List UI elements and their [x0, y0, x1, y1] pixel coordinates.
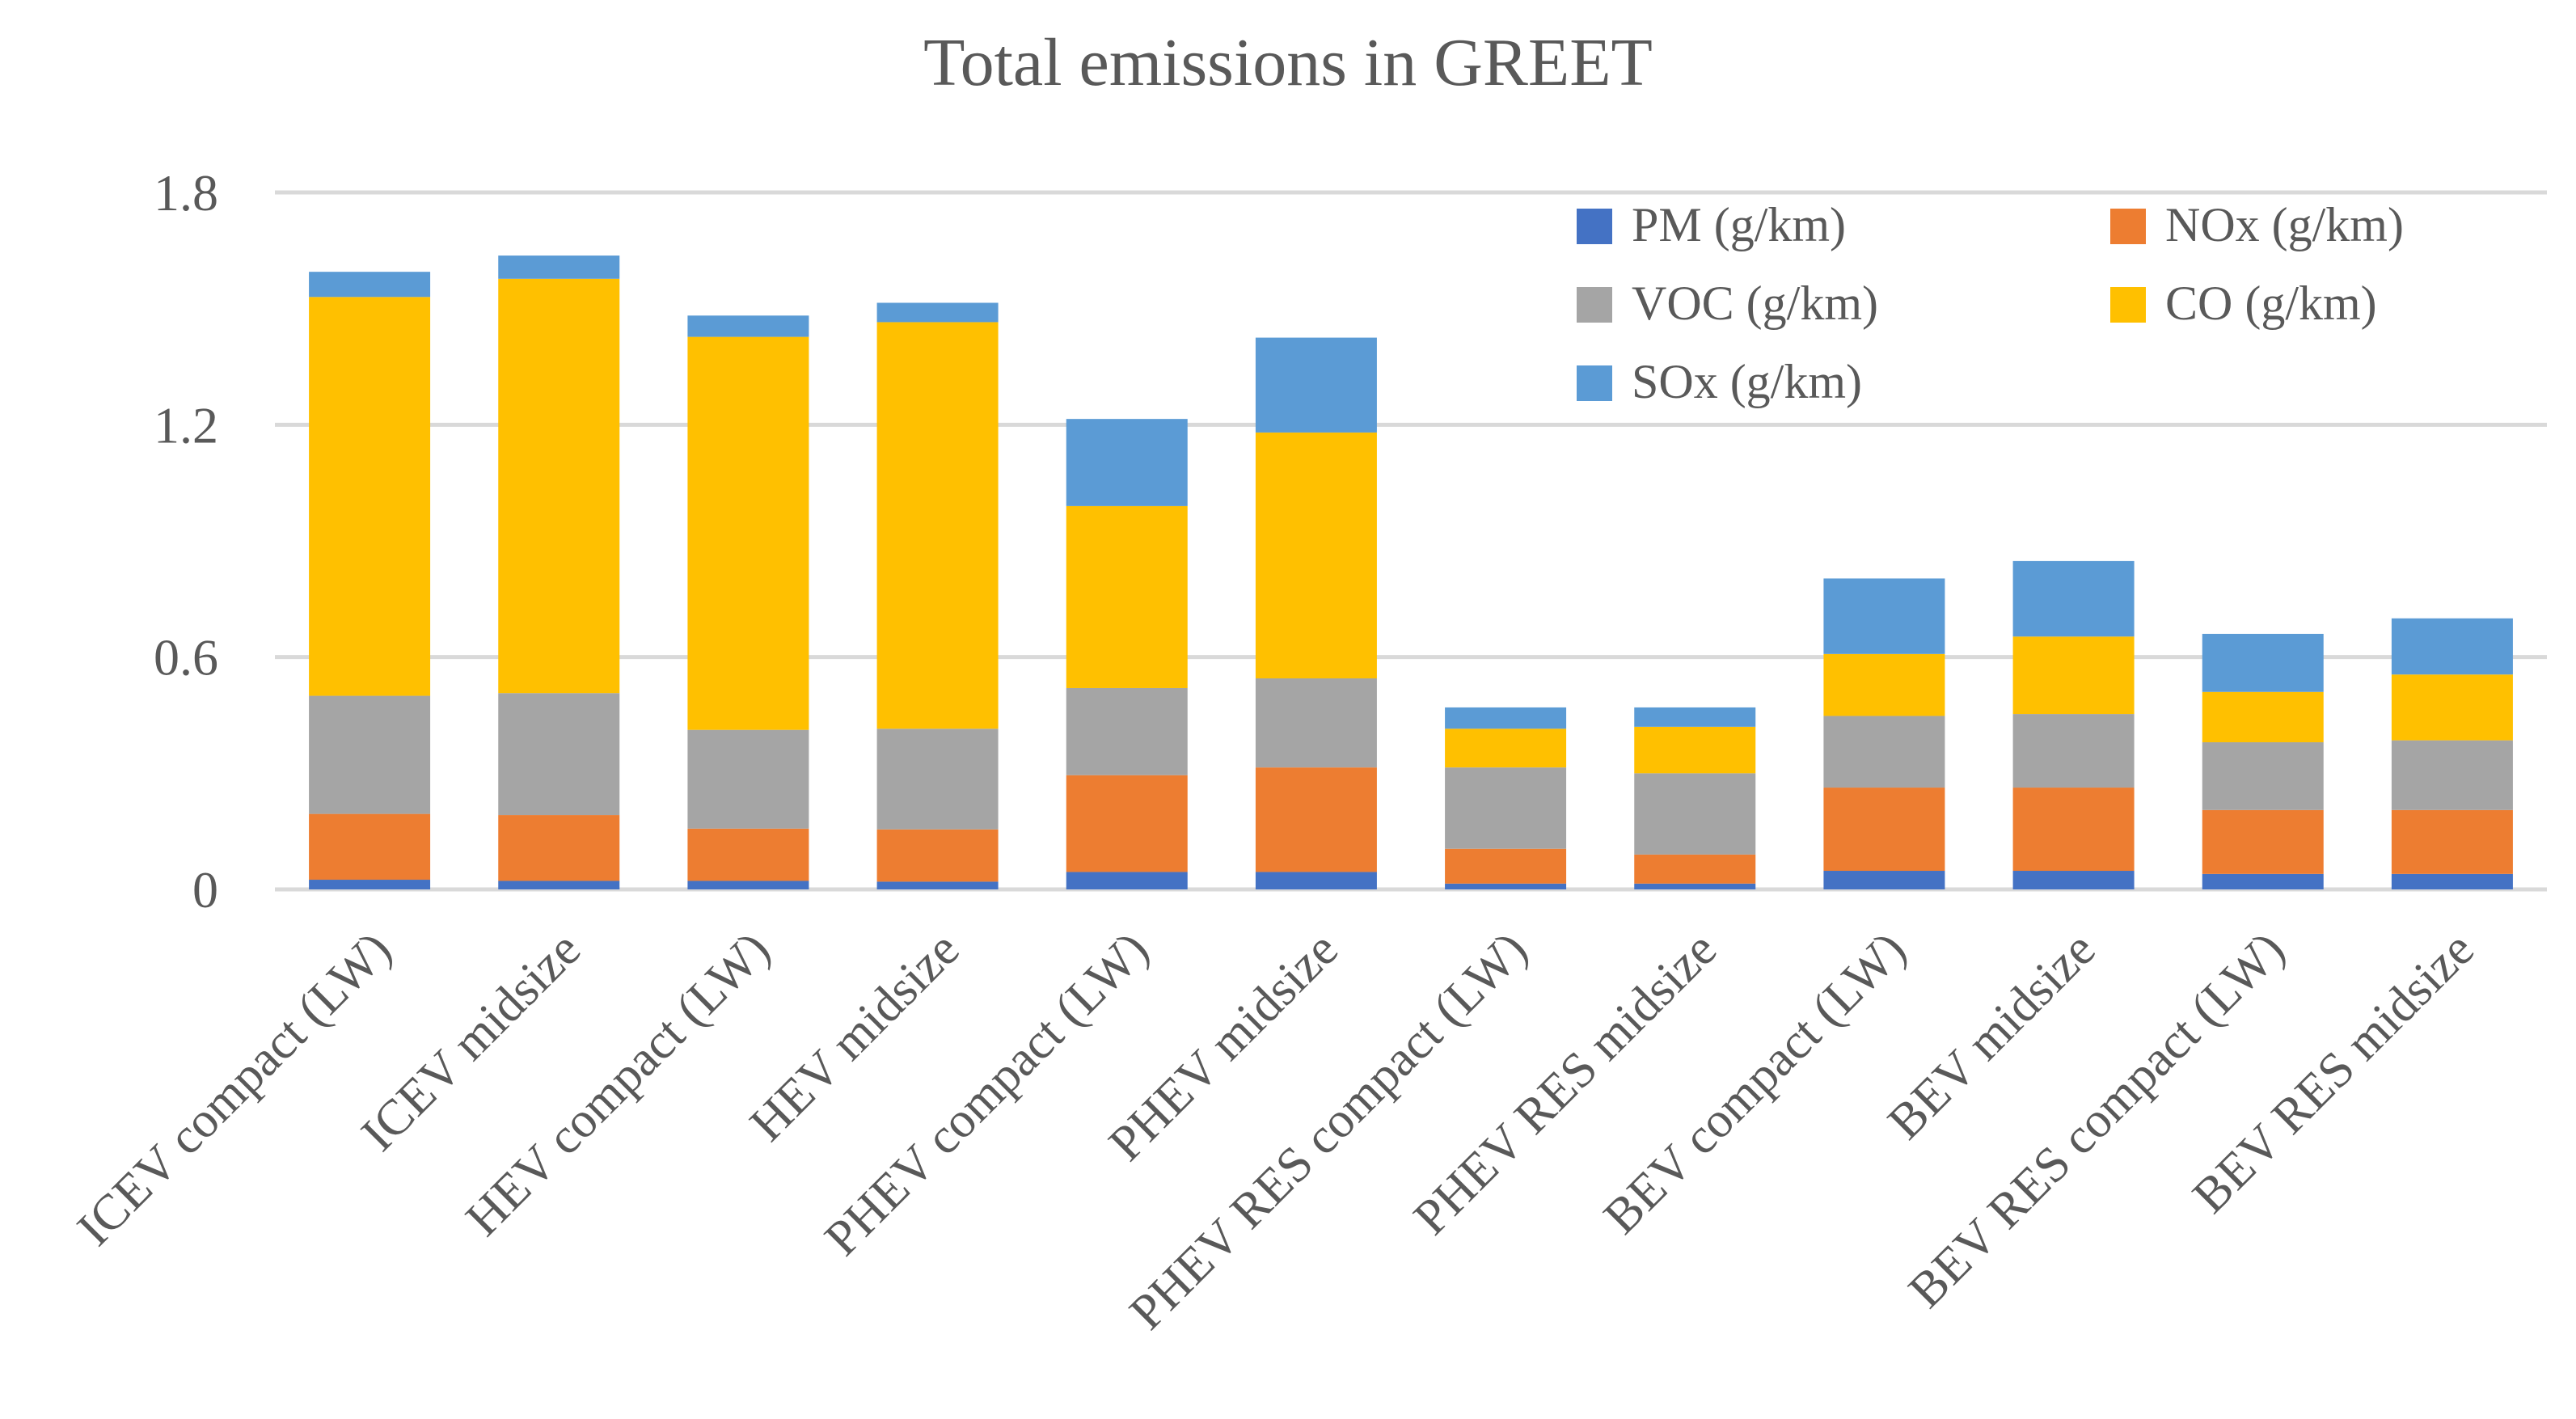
gridlines — [275, 190, 2547, 892]
bar-segment — [2202, 633, 2324, 692]
bar-segment — [1823, 578, 1945, 654]
y-axis-ticks: 0 0.6 1.2 1.8 — [154, 164, 218, 919]
bar-segment — [1066, 872, 1188, 889]
bar-segment — [1255, 767, 1377, 872]
bar-segment — [1634, 883, 1756, 889]
chart-title: Total emissions in GREET — [923, 25, 1653, 100]
bar-segment — [2202, 873, 2324, 889]
bar-segment — [876, 302, 999, 323]
legend-label: CO (g/km) — [2165, 277, 2377, 330]
bar-segment — [1066, 419, 1188, 506]
bar-segment — [687, 881, 809, 889]
bar-segment — [876, 729, 999, 830]
bar-segment — [498, 278, 620, 694]
bar-segment — [876, 881, 999, 889]
x-tick-label: PHEV compact (LW) — [814, 922, 1159, 1266]
bar-segment — [498, 881, 620, 889]
legend: PM (g/km) NOx (g/km) VOC (g/km) CO (g/km) SO… — [1577, 198, 2404, 408]
y-tick-label: 0.6 — [154, 629, 218, 686]
y-tick-label: 0 — [192, 861, 218, 919]
legend-label: SOx (g/km) — [1632, 355, 1862, 408]
legend-swatch — [1577, 209, 1612, 244]
bar-segment — [1823, 653, 1945, 716]
bar-segment — [2012, 636, 2135, 715]
x-tick-label: PHEV RES compact (LW) — [1119, 922, 1538, 1341]
bar-segment — [1445, 883, 1567, 889]
legend-label: PM (g/km) — [1632, 198, 1846, 251]
bar-segment — [687, 729, 809, 829]
bar-segment — [2391, 873, 2513, 889]
bar-segment — [309, 297, 431, 696]
bar-segment — [2391, 618, 2513, 675]
bar-segment — [2012, 714, 2135, 788]
bar-segment — [1445, 729, 1567, 768]
bar-segment — [1634, 707, 1756, 727]
bar-segment — [1255, 337, 1377, 433]
legend-swatch — [2110, 209, 2146, 244]
legend-swatch — [1577, 287, 1612, 323]
bar-segment — [2391, 674, 2513, 741]
bar-segment — [1066, 775, 1188, 872]
bar-segment — [2391, 809, 2513, 874]
bar-segment — [2202, 809, 2324, 874]
bar-segment — [1255, 872, 1377, 889]
bar-segment — [1445, 848, 1567, 884]
bar-segment — [1823, 871, 1945, 889]
legend-label: VOC (g/km) — [1632, 277, 1878, 330]
bar-segment — [1066, 505, 1188, 688]
bar-segment — [876, 322, 999, 729]
legend-swatch — [2110, 287, 2146, 323]
bar-segment — [498, 693, 620, 816]
bar-segment — [309, 813, 431, 881]
bar-segment — [2012, 560, 2135, 637]
bar-segment — [1066, 687, 1188, 775]
bar-segment — [309, 880, 431, 889]
bar-segment — [1634, 726, 1756, 774]
bar-segment — [687, 336, 809, 730]
bar-segment — [2202, 691, 2324, 743]
bar-segment — [498, 256, 620, 279]
bar-segment — [309, 272, 431, 298]
bar-segment — [1634, 773, 1756, 855]
bar-segment — [309, 695, 431, 814]
bar-segment — [1634, 854, 1756, 884]
bar-segment — [2012, 871, 2135, 889]
bar-segment — [687, 315, 809, 337]
x-tick-label: ICEV compact (LW) — [67, 922, 402, 1256]
y-tick-label: 1.8 — [154, 164, 218, 222]
bar-segment — [687, 828, 809, 881]
bar-segment — [876, 829, 999, 882]
legend-swatch — [1577, 365, 1612, 401]
bar-segment — [2391, 740, 2513, 810]
bar-segment — [1255, 678, 1377, 768]
bar-segment — [1823, 788, 1945, 872]
bar-segment — [1255, 432, 1377, 679]
y-tick-label: 1.2 — [154, 396, 218, 454]
legend-label: NOx (g/km) — [2165, 198, 2404, 251]
bar-segment — [2012, 788, 2135, 872]
bar-segment — [1823, 716, 1945, 788]
bar-segment — [1445, 707, 1567, 729]
x-tick-label: BEV RES compact (LW) — [1898, 922, 2295, 1319]
bars — [309, 256, 2513, 889]
bar-segment — [1445, 767, 1567, 849]
bar-segment — [498, 815, 620, 881]
bar-segment — [2202, 742, 2324, 810]
